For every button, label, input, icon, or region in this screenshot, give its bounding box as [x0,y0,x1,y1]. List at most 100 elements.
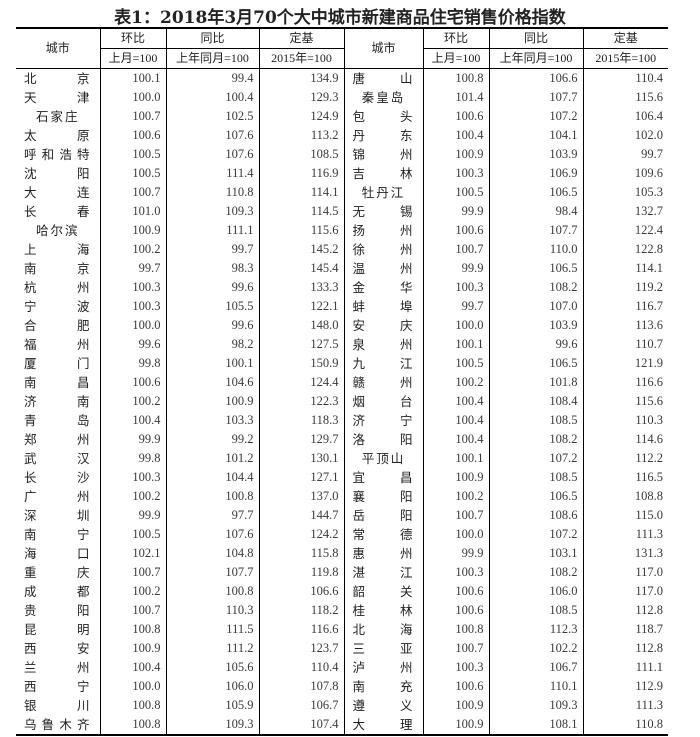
table-row: 武汉 99.8 101.2 130.1 平顶山 100.1 107.2 112.2 [16,449,668,468]
right-base-cell: 117.0 [582,563,668,582]
left-city-cell: 南昌 [24,375,90,390]
right-mom-cell: 100.5 [422,183,489,202]
right-yoy-cell: 106.9 [488,164,583,183]
right-mom-cell: 99.9 [422,202,489,221]
left-base-cell: 108.5 [258,145,344,164]
left-mom-cell: 100.2 [99,487,166,506]
right-base-cell: 116.6 [582,373,668,392]
right-yoy-cell: 103.9 [488,316,583,335]
left-yoy-cell: 103.3 [165,411,259,430]
right-base-cell: 111.3 [582,696,668,715]
left-mom-cell: 99.8 [99,449,166,468]
left-city-cell: 成都 [24,584,90,599]
right-base-cell: 115.0 [582,506,668,525]
right-yoy-cell: 108.5 [488,411,583,430]
left-yoy-cell: 110.3 [165,601,259,620]
left-city-cell: 南京 [24,261,90,276]
right-base-cell: 131.3 [582,544,668,563]
right-city-cell: 秦皇岛 [343,88,423,107]
table-row: 上海 100.2 99.7 145.2 徐州 100.7 110.0 122.8 [16,240,668,259]
price-index-table: 城市 环比 同比 定基 城市 环比 同比 定基 上月=100 上年同月=100 … [16,27,668,736]
header-base-right: 定基 [582,27,668,49]
right-base-cell: 113.6 [582,316,668,335]
table-row: 合肥 100.0 99.6 148.0 安庆 100.0 103.9 113.6 [16,316,668,335]
right-mom-cell: 100.2 [422,487,489,506]
subheader-mom-right: 上月=100 [422,48,489,69]
right-yoy-cell: 106.5 [488,259,583,278]
left-yoy-cell: 100.1 [165,354,259,373]
left-yoy-cell: 100.8 [165,487,259,506]
left-base-cell: 124.2 [258,525,344,544]
left-city-cell: 深圳 [24,508,90,523]
left-base-cell: 115.8 [258,544,344,563]
right-yoy-cell: 106.5 [488,354,583,373]
right-mom-cell: 100.6 [422,677,489,696]
table-row: 济南 100.2 100.9 122.3 烟台 100.4 108.4 115.6 [16,392,668,411]
table-row: 兰州 100.4 105.6 110.4 泸州 100.3 106.7 111.1 [16,658,668,677]
left-base-cell: 122.3 [258,392,344,411]
right-city-cell: 泸州 [343,658,423,677]
table-row: 贵阳 100.7 110.3 118.2 桂林 100.6 108.5 112.8 [16,601,668,620]
left-mom-cell: 99.9 [99,430,166,449]
left-city-cell: 重庆 [24,565,90,580]
left-mom-cell: 102.1 [99,544,166,563]
right-yoy-cell: 99.6 [488,335,583,354]
right-base-cell: 115.6 [582,88,668,107]
left-base-cell: 129.7 [258,430,344,449]
left-yoy-cell: 102.5 [165,107,259,126]
left-yoy-cell: 109.3 [165,202,259,221]
right-base-cell: 105.3 [582,183,668,202]
left-mom-cell: 100.0 [99,88,166,107]
left-mom-cell: 100.2 [99,240,166,259]
left-base-cell: 110.4 [258,658,344,677]
table-row: 郑州 99.9 99.2 129.7 洛阳 100.4 108.2 114.6 [16,430,668,449]
right-yoy-cell: 110.0 [488,240,583,259]
left-yoy-cell: 105.6 [165,658,259,677]
left-city-cell: 济南 [24,394,90,409]
right-base-cell: 114.1 [582,259,668,278]
left-base-cell: 145.4 [258,259,344,278]
left-mom-cell: 101.0 [99,202,166,221]
header-base-left: 定基 [258,27,344,49]
table-row: 青岛 100.4 103.3 118.3 济宁 100.4 108.5 110.3 [16,411,668,430]
left-yoy-cell: 107.7 [165,563,259,582]
left-city-cell: 长春 [24,204,90,219]
left-base-cell: 106.6 [258,582,344,601]
left-base-cell: 144.7 [258,506,344,525]
subheader-yoy-left: 上年同月=100 [165,48,259,69]
left-yoy-cell: 104.4 [165,468,259,487]
right-mom-cell: 99.7 [422,297,489,316]
right-base-cell: 112.8 [582,639,668,658]
right-base-cell: 109.6 [582,164,668,183]
right-city-cell: 惠州 [343,544,423,563]
right-yoy-cell: 108.6 [488,506,583,525]
right-yoy-cell: 109.3 [488,696,583,715]
left-mom-cell: 100.2 [99,582,166,601]
right-yoy-cell: 102.2 [488,639,583,658]
left-mom-cell: 100.5 [99,164,166,183]
right-city-cell: 南充 [343,677,423,696]
left-yoy-cell: 98.2 [165,335,259,354]
left-yoy-cell: 111.2 [165,639,259,658]
left-city-cell: 沈阳 [24,166,90,181]
right-mom-cell: 100.4 [422,126,489,145]
right-mom-cell: 100.9 [422,145,489,164]
right-yoy-cell: 103.9 [488,145,583,164]
right-yoy-cell: 107.7 [488,221,583,240]
right-city-cell: 岳阳 [343,506,423,525]
right-base-cell: 110.8 [582,715,668,736]
right-mom-cell: 100.1 [422,449,489,468]
left-city-cell: 兰州 [24,660,90,675]
left-mom-cell: 100.8 [99,620,166,639]
right-yoy-cell: 106.0 [488,582,583,601]
right-city-cell: 九江 [343,354,423,373]
left-yoy-cell: 100.9 [165,392,259,411]
table-row: 呼和浩特 100.5 107.6 108.5 锦州 100.9 103.9 99.7 [16,145,668,164]
right-city-cell: 泉州 [343,335,423,354]
table-row: 沈阳 100.5 111.4 116.9 吉林 100.3 106.9 109.6 [16,164,668,183]
right-mom-cell: 100.9 [422,715,489,736]
table-row: 南宁 100.5 107.6 124.2 常德 100.0 107.2 111.3 [16,525,668,544]
right-base-cell: 119.2 [582,278,668,297]
left-city-cell: 南宁 [24,527,90,542]
right-yoy-cell: 110.1 [488,677,583,696]
